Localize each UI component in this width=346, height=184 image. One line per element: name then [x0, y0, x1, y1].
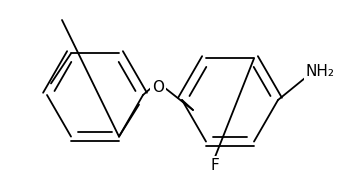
- Text: NH₂: NH₂: [306, 65, 335, 79]
- Text: O: O: [152, 81, 164, 95]
- Text: F: F: [211, 158, 219, 173]
